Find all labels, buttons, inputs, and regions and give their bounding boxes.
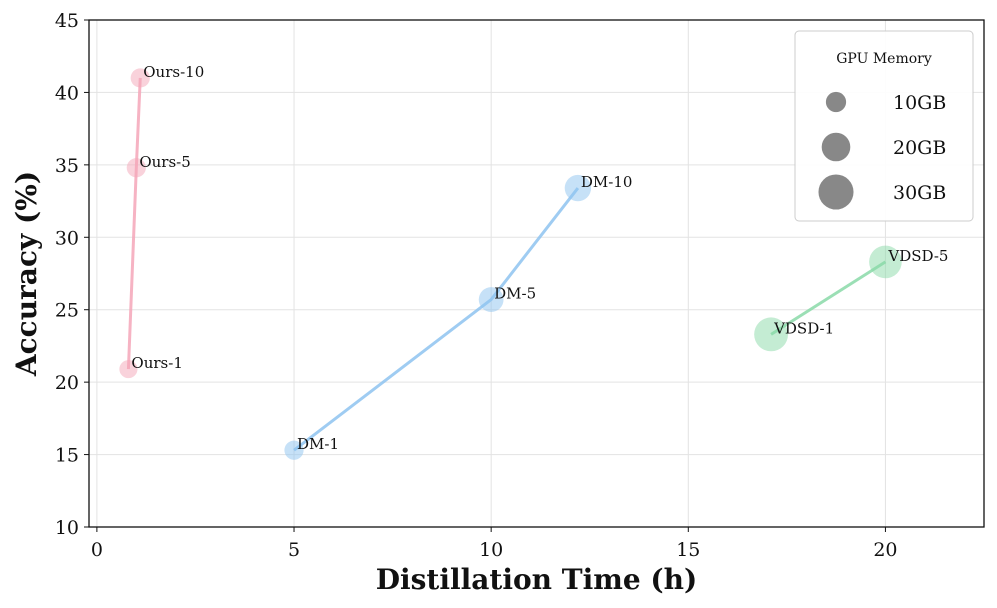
data-point: [130, 68, 150, 88]
data-point: [564, 174, 592, 202]
series-line: [126, 77, 142, 370]
legend-label: 30GB: [893, 182, 946, 204]
y-tick-label: 45: [55, 10, 79, 32]
point-label: Ours-1: [131, 354, 182, 372]
data-points: [119, 68, 902, 460]
y-tick-label: 40: [55, 82, 79, 104]
plot-frame: [88, 19, 985, 528]
series-line: [770, 260, 887, 336]
legend-label: 10GB: [893, 92, 946, 114]
point-label: VDSD-5: [887, 247, 948, 265]
x-tick-label: 0: [91, 539, 103, 561]
legend-box: [794, 30, 974, 222]
data-point: [119, 360, 138, 379]
x-axis-title: Distillation Time (h): [376, 563, 698, 596]
y-tick-label: 25: [55, 300, 79, 322]
y-tick-label: 15: [55, 445, 79, 467]
legend-title: GPU Memory: [836, 51, 932, 67]
point-label: VDSD-1: [773, 319, 834, 337]
legend-marker: [825, 91, 847, 113]
data-point: [869, 245, 902, 279]
point-label: DM-10: [581, 173, 633, 191]
data-point: [754, 317, 789, 352]
x-axis-ticks: 0 5 10 15 20: [91, 527, 898, 561]
point-label: Ours-5: [139, 153, 190, 171]
legend-entries: 10GB 20GB 30GB: [818, 91, 946, 210]
point-label: DM-1: [297, 435, 339, 453]
point-label: Ours-10: [143, 63, 204, 81]
y-tick-label: 10: [55, 517, 79, 539]
x-tick-label: 5: [288, 539, 300, 561]
legend-label: 20GB: [893, 137, 946, 159]
y-tick-label: 35: [55, 155, 79, 177]
series-line: [293, 187, 580, 452]
series-lines: [126, 77, 887, 452]
y-axis-title: Accuracy (%): [10, 171, 43, 377]
legend-marker: [818, 174, 854, 210]
data-point: [478, 287, 504, 312]
point-label: DM-5: [494, 285, 536, 303]
y-tick-label: 30: [55, 227, 79, 249]
legend: GPU Memory 10GB 20GB 30GB: [794, 30, 974, 222]
y-tick-label: 20: [55, 372, 79, 394]
x-tick-label: 10: [479, 539, 503, 561]
data-point: [284, 440, 304, 460]
point-labels: Ours-1 Ours-5 Ours-10 DM-1 DM-5 DM-10 VDSD-1 VD…: [131, 63, 948, 453]
x-tick-label: 15: [676, 539, 700, 561]
y-axis-ticks: 10 15 20 25 30 35 40 45: [55, 10, 89, 539]
data-point: [126, 158, 146, 178]
legend-marker: [821, 132, 851, 162]
x-tick-label: 20: [873, 539, 897, 561]
